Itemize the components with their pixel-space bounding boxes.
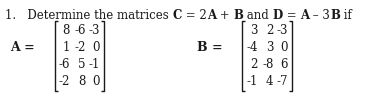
Text: 0: 0	[92, 75, 100, 88]
Text: -1: -1	[89, 58, 100, 71]
Text: 3: 3	[250, 24, 258, 37]
Text: +: +	[216, 9, 233, 22]
Text: =: =	[283, 9, 300, 22]
Text: 1: 1	[62, 41, 70, 54]
Text: 5: 5	[78, 58, 86, 71]
Text: -7: -7	[276, 75, 288, 88]
Text: 3: 3	[266, 41, 273, 54]
Text: -3: -3	[89, 24, 100, 37]
Text: A =: A =	[10, 41, 35, 54]
Text: = 2: = 2	[182, 9, 207, 22]
Text: -2: -2	[74, 41, 86, 54]
Text: A: A	[300, 9, 309, 22]
Text: -4: -4	[246, 41, 258, 54]
Text: -6: -6	[74, 24, 86, 37]
Text: – 3: – 3	[309, 9, 330, 22]
Text: 0: 0	[280, 41, 288, 54]
Text: 6: 6	[280, 58, 288, 71]
Text: 8: 8	[62, 24, 70, 37]
Text: -6: -6	[58, 58, 70, 71]
Text: B =: B =	[197, 41, 223, 54]
Text: -2: -2	[59, 75, 70, 88]
Text: 0: 0	[92, 41, 100, 54]
Text: 8: 8	[78, 75, 86, 88]
Text: -1: -1	[246, 75, 258, 88]
Text: B: B	[233, 9, 243, 22]
Text: and: and	[243, 9, 272, 22]
Text: B: B	[330, 9, 340, 22]
Text: A: A	[207, 9, 216, 22]
Text: C: C	[172, 9, 182, 22]
Text: if: if	[340, 9, 352, 22]
Text: -8: -8	[262, 58, 273, 71]
Text: 2: 2	[251, 58, 258, 71]
Text: D: D	[272, 9, 283, 22]
Text: 4: 4	[266, 75, 273, 88]
Text: 1.   Determine the matrices: 1. Determine the matrices	[5, 9, 172, 22]
Text: 2: 2	[266, 24, 273, 37]
Text: -3: -3	[276, 24, 288, 37]
